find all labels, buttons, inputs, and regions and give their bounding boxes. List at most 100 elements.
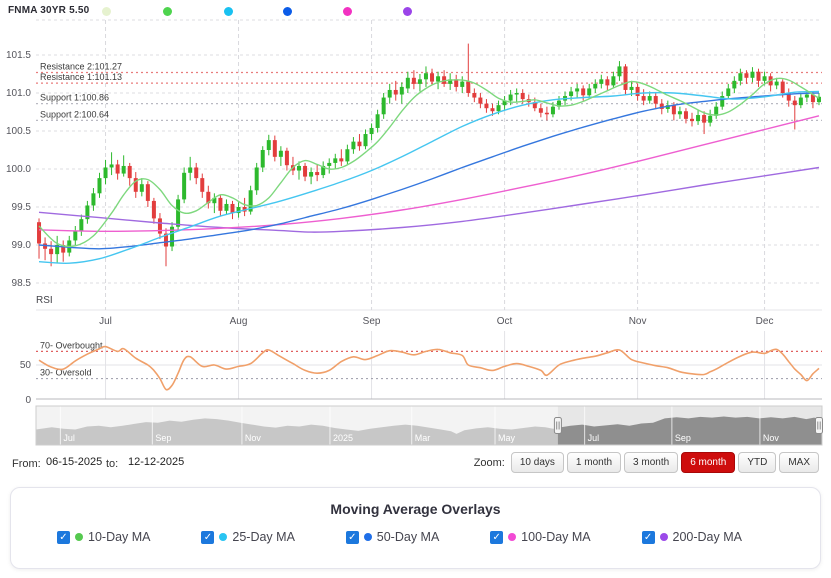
candle-body [732, 80, 737, 89]
ma-panel-title: Moving Average Overlays [330, 501, 501, 517]
candle-body [798, 97, 803, 106]
candle-body [708, 115, 713, 123]
candle-body [133, 178, 138, 192]
candle-body [599, 79, 604, 84]
candle-body [575, 88, 580, 92]
candle-body [55, 245, 60, 255]
candle-body [260, 150, 265, 168]
x-axis-month-label: Jul [99, 316, 112, 327]
zoom-label: Zoom: [473, 456, 505, 469]
candle-body [327, 162, 332, 166]
legend-dot-4[interactable] [342, 7, 352, 16]
candle-body [405, 77, 410, 89]
ma-checkbox[interactable]: ✓ [57, 530, 70, 544]
moving-average-lines [38, 77, 820, 264]
zoom-button-ytd[interactable]: YTD [738, 452, 777, 473]
ma-color-dot-icon [75, 533, 83, 541]
candle-body [357, 141, 362, 147]
zoom-button-1-month[interactable]: 1 month [566, 452, 622, 473]
candle-body [399, 86, 404, 95]
candle-body [188, 167, 193, 173]
ma-item-10-day-ma: ✓ 10-Day MA [57, 530, 151, 544]
candle-body [448, 79, 453, 84]
candle-body [569, 91, 574, 97]
legend-dot-3[interactable] [282, 7, 292, 16]
ma-checkbox[interactable]: ✓ [345, 530, 359, 544]
candle-body [61, 245, 66, 253]
candle-body [182, 172, 187, 200]
candle-body [472, 93, 477, 98]
navigator-month-label: Sep [675, 433, 691, 443]
candle-body [73, 231, 78, 241]
candle-body [490, 108, 495, 112]
zoom-button-max[interactable]: MAX [779, 452, 819, 473]
navigator[interactable]: JulSepNov2025MarMayJulSepNov [35, 405, 823, 446]
ma-items-row: ✓ 10-Day MA ✓ 25-Day MA ✓ 50-Day MA ✓ 100-Day M… [11, 530, 820, 544]
candle-body [85, 205, 90, 220]
zoom-button-10-days[interactable]: 10 days [510, 452, 564, 473]
candlestick-series[interactable] [37, 43, 821, 267]
candle-body [176, 199, 181, 227]
rsi-pane[interactable]: RSI 50 0 70- Overbought 30- Oversold [20, 295, 822, 406]
candle-body [478, 97, 483, 104]
zoom-button-3-month[interactable]: 3 month [624, 452, 679, 473]
candle-body [804, 94, 809, 98]
candle-body [157, 218, 162, 234]
candle-body [411, 77, 416, 84]
candle-body [218, 197, 223, 211]
ma-color-dot-icon [219, 533, 228, 541]
to-label: to: [106, 458, 119, 470]
y-axis-label: 98.5 [12, 278, 32, 289]
candle-body [617, 66, 622, 77]
overbought-label: 70- Overbought [40, 340, 103, 350]
y-axis-label: 99.0 [12, 240, 32, 251]
candle-body [206, 191, 211, 204]
legend-dot-1[interactable] [162, 7, 172, 16]
candle-body [514, 93, 519, 95]
from-label: From: [12, 458, 41, 470]
candle-body [369, 127, 374, 135]
ma-checkbox[interactable]: ✓ [201, 530, 215, 544]
candle-body [115, 164, 120, 174]
y-axis-label: 100.0 [6, 164, 31, 175]
rsi-y-label: 50 [20, 360, 32, 371]
candle-body [544, 112, 549, 115]
candle-body [720, 96, 725, 107]
candle-body [641, 96, 646, 101]
candle-body [520, 93, 525, 100]
ma-item-100-day-ma: ✓ 100-Day MA [490, 530, 591, 544]
price-chart-svg[interactable]: 98.5 99.0 99.5 100.0 100.5 101.0 101.5 Jul Aug Se… [0, 0, 831, 450]
candle-body [756, 71, 761, 81]
navigator-handle-right[interactable] [815, 417, 823, 434]
navigator-handle-left[interactable] [553, 417, 562, 434]
candle-body [97, 178, 102, 194]
candle-body [417, 79, 422, 84]
candle-body [163, 233, 168, 247]
candle-body [121, 165, 126, 174]
ma-item-50-day-ma: ✓ 50-Day MA [345, 530, 439, 544]
legend-dot-5[interactable] [402, 7, 412, 16]
ma-color-dot-icon [363, 533, 372, 541]
candle-body [550, 106, 555, 115]
x-axis-month-label: Oct [497, 316, 513, 327]
ma-checkbox[interactable]: ✓ [490, 530, 504, 544]
ma-item-label: 200-Day MA [672, 530, 742, 544]
zoom-controls: Zoom: 10 days 1 month 3 month 6 month YTD MAX [474, 452, 819, 473]
to-date-input[interactable] [128, 456, 194, 468]
zoom-button-6-month[interactable]: 6 month [681, 452, 736, 473]
candle-body [508, 94, 513, 101]
ma-item-25-day-ma: ✓ 25-Day MA [201, 530, 295, 544]
candle-body [629, 86, 634, 90]
candle-body [750, 71, 755, 78]
candle-body [212, 197, 217, 204]
candle-body [581, 88, 586, 96]
candle-body [297, 165, 302, 171]
candle-body [556, 100, 561, 107]
annotation-label: Support 1:100.86 [40, 93, 109, 103]
legend-dot-2[interactable] [223, 7, 233, 16]
ma-checkbox[interactable]: ✓ [641, 530, 655, 544]
legend-dot-0[interactable] [101, 7, 111, 16]
candle-body [224, 203, 229, 211]
from-date-input[interactable] [46, 456, 108, 468]
